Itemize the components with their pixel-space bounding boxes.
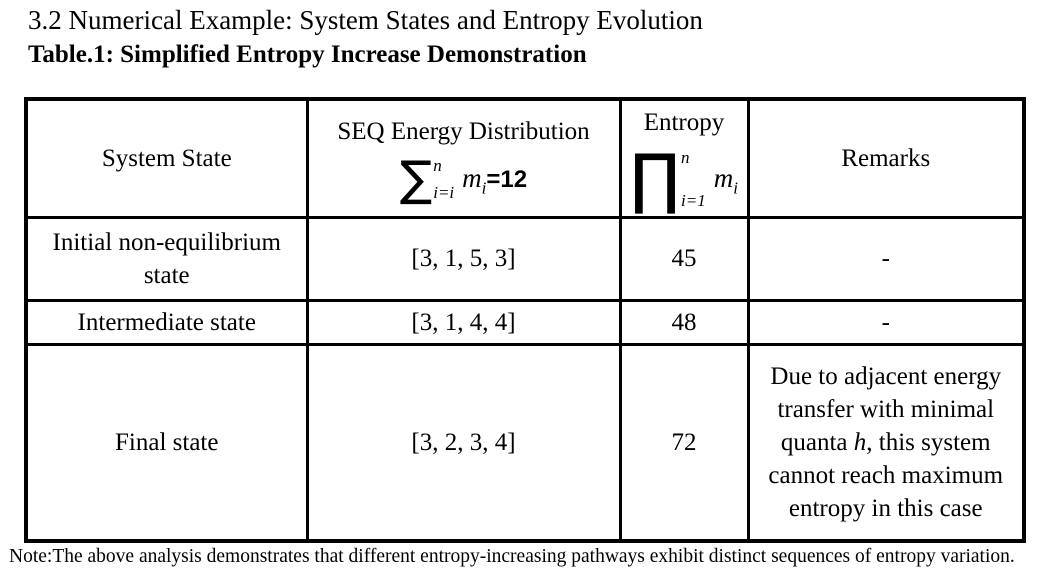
- seq-header-stack: SEQ Energy Distribution ∑ n i=i mi=12: [313, 115, 615, 207]
- cell-state: Initial non-equilibrium state: [24, 215, 309, 302]
- product-expression: mi: [714, 161, 738, 197]
- product-symbol: ∏: [630, 140, 680, 218]
- sum-equals-value: =12: [486, 165, 528, 193]
- product-variable: m: [713, 162, 734, 193]
- product-upper-limit: n: [681, 147, 690, 167]
- table-row: Initial non-equilibrium state [3, 1, 5, …: [24, 215, 1026, 302]
- cell-remarks: Due to adjacent energy transfer with min…: [746, 342, 1026, 543]
- seq-title: SEQ Energy Distribution: [337, 117, 590, 145]
- table-container: System State SEQ Energy Distribution ∑ n…: [24, 97, 1026, 543]
- cell-distribution: [3, 1, 4, 4]: [305, 298, 622, 346]
- entropy-header-stack: Entropy ∏ n i=1 mi: [626, 106, 743, 218]
- column-header-seq-distribution: SEQ Energy Distribution ∑ n i=i mi=12: [305, 97, 622, 219]
- table-row: Final state [3, 2, 3, 4] 72 Due to adjac…: [24, 342, 1026, 543]
- cell-state: Final state: [24, 342, 309, 543]
- product-formula: ∏ n i=1 mi: [630, 140, 738, 218]
- product-limits: n i=1: [681, 147, 706, 211]
- sum-variable-subscript: i: [481, 178, 487, 198]
- product-lower-limit: i=1: [681, 190, 706, 210]
- entropy-table: System State SEQ Energy Distribution ∑ n…: [24, 97, 1026, 543]
- sum-formula: ∑ n i=i mi=12: [399, 150, 527, 207]
- sum-upper-limit: n: [433, 155, 442, 175]
- sum-variable: m: [462, 162, 482, 193]
- cell-entropy: 45: [618, 215, 750, 302]
- remarks-text-prefix: Due to adjacent energy transfer with min…: [770, 362, 1002, 456]
- sum-symbol: ∑: [399, 150, 433, 207]
- sum-lower-limit: i=i: [433, 182, 455, 202]
- table-header-row: System State SEQ Energy Distribution ∑ n…: [24, 97, 1026, 219]
- system-state-label: System State: [101, 144, 232, 172]
- table-row: Intermediate state [3, 1, 4, 4] 48 -: [24, 298, 1026, 346]
- entropy-title: Entropy: [643, 108, 725, 136]
- cell-state: Intermediate state: [24, 298, 309, 346]
- sum-expression: mi=12: [462, 161, 527, 197]
- table-caption: Table.1: Simplified Entropy Increase Dem…: [28, 41, 587, 68]
- remarks-text-suffix: , this system cannot reach maximum entro…: [768, 428, 1004, 522]
- table-note: Note:The above analysis demonstrates tha…: [9, 546, 1015, 567]
- column-header-system-state: System State: [24, 97, 309, 219]
- cell-distribution: [3, 2, 3, 4]: [305, 342, 622, 543]
- product-variable-subscript: i: [733, 178, 738, 198]
- cell-distribution: [3, 1, 5, 3]: [305, 215, 622, 302]
- cell-entropy: 48: [618, 298, 750, 346]
- cell-entropy: 72: [618, 342, 750, 543]
- remarks-variable-h: h: [853, 428, 867, 456]
- section-heading: 3.2 Numerical Example: System States and…: [28, 5, 703, 35]
- cell-remarks: -: [746, 215, 1026, 302]
- cell-remarks: -: [746, 298, 1026, 346]
- column-header-entropy: Entropy ∏ n i=1 mi: [618, 97, 750, 219]
- remarks-label: Remarks: [841, 144, 931, 172]
- sum-limits: n i=i: [433, 156, 454, 202]
- column-header-remarks: Remarks: [746, 97, 1026, 219]
